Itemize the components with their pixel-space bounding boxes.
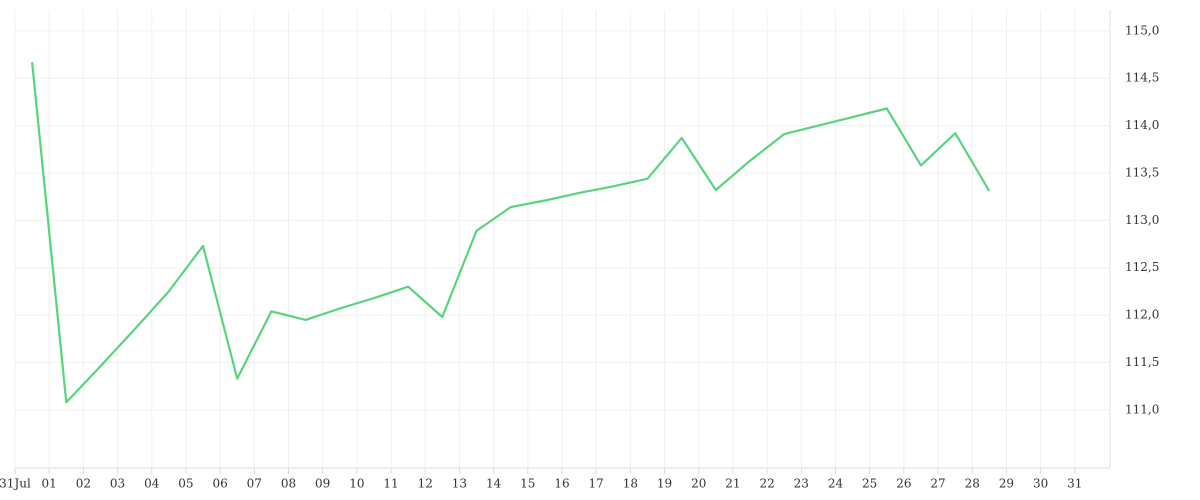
x-tick-label: 26 [896,477,911,491]
x-tick-label: 08 [281,477,296,491]
y-tick-label: 114,5 [1125,71,1159,85]
y-tick-label: 115,0 [1125,23,1159,37]
x-tick-label: 07 [247,477,262,491]
x-tick-label: 09 [315,477,330,491]
x-tick-label: 29 [999,477,1014,491]
x-tick-label: 06 [212,477,227,491]
x-tick-label: 11 [383,477,398,491]
x-tick-label: 19 [657,477,672,491]
x-tick-label: 12 [418,477,433,491]
x-tick-label: 31 [1067,477,1082,491]
y-tick-label: 113,0 [1125,213,1159,227]
x-tick-label: 31Jul [0,477,31,491]
y-tick-label: 113,5 [1125,165,1159,179]
x-tick-label: 15 [520,477,535,491]
y-tick-label: 111,0 [1125,402,1159,416]
x-tick-label: 23 [794,477,809,491]
line-series [31,61,991,404]
x-tick-label: 14 [486,477,502,491]
x-tick-label: 24 [828,477,844,491]
y-tick-label: 114,0 [1125,118,1159,132]
x-tick-label: 28 [965,477,980,491]
x-tick-label: 05 [178,477,193,491]
x-tick-label: 21 [725,477,740,491]
x-tick-label: 02 [76,477,91,491]
x-tick-label: 25 [862,477,877,491]
x-tick-label: 30 [1033,477,1048,491]
x-tick-label: 27 [930,477,945,491]
y-tick-label: 111,5 [1125,355,1159,369]
x-tick-label: 03 [110,477,125,491]
y-tick-label: 112,0 [1125,308,1159,322]
x-tick-label: 10 [349,477,364,491]
x-tick-label: 13 [452,477,467,491]
x-tick-label: 22 [759,477,774,491]
x-tick-label: 18 [623,477,638,491]
x-tick-label: 16 [554,477,569,491]
x-tick-label: 17 [589,477,604,491]
x-tick-label: 01 [42,477,57,491]
x-tick-label: 04 [144,477,160,491]
x-tick-label: 20 [691,477,706,491]
y-tick-label: 112,5 [1125,260,1159,274]
